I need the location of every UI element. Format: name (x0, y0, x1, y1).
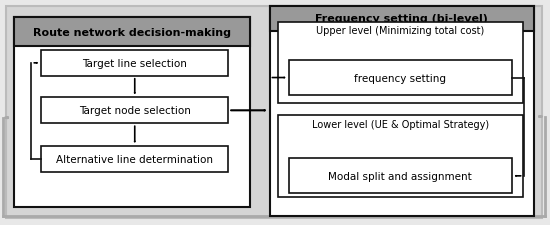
FancyBboxPatch shape (41, 98, 228, 124)
Text: Route network decision-making: Route network decision-making (33, 28, 231, 38)
Text: Target node selection: Target node selection (79, 106, 191, 116)
FancyBboxPatch shape (289, 159, 512, 194)
FancyBboxPatch shape (41, 146, 228, 172)
FancyBboxPatch shape (14, 18, 250, 47)
Text: frequency setting: frequency setting (354, 73, 446, 83)
FancyBboxPatch shape (278, 116, 522, 197)
FancyBboxPatch shape (14, 18, 250, 207)
Text: Modal split and assignment: Modal split and assignment (328, 171, 472, 181)
FancyBboxPatch shape (278, 22, 522, 104)
FancyBboxPatch shape (6, 7, 542, 218)
FancyBboxPatch shape (41, 51, 228, 76)
FancyBboxPatch shape (289, 61, 512, 96)
Text: Alternative line determination: Alternative line determination (56, 154, 213, 164)
Text: Upper level (Minimizing total cost): Upper level (Minimizing total cost) (316, 26, 484, 36)
Text: Frequency setting (bi-level): Frequency setting (bi-level) (315, 14, 488, 24)
Text: Target line selection: Target line selection (82, 58, 187, 69)
FancyBboxPatch shape (270, 7, 534, 216)
Text: Lower level (UE & Optimal Strategy): Lower level (UE & Optimal Strategy) (311, 119, 489, 129)
FancyBboxPatch shape (270, 7, 534, 32)
